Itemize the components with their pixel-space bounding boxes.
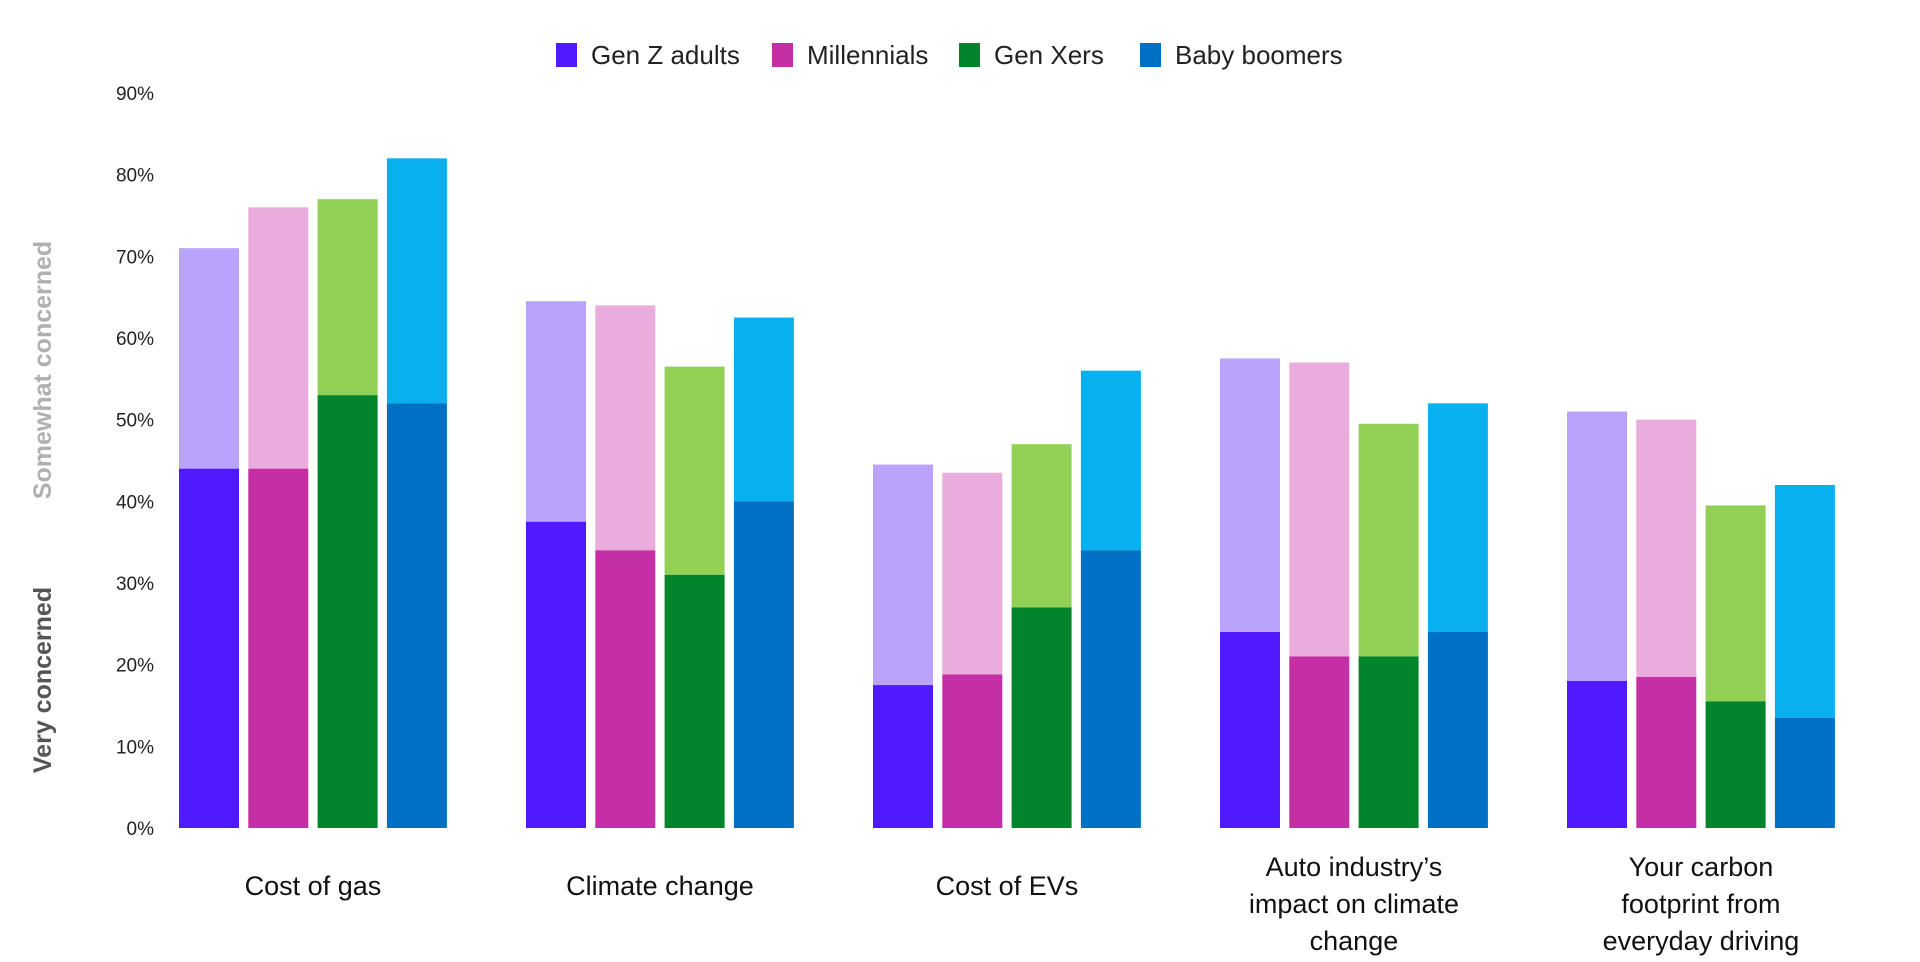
legend-swatch	[772, 43, 793, 67]
very-concerned-label: Very concerned	[29, 587, 57, 773]
bar-very-concerned	[248, 468, 309, 828]
bar-very-concerned	[873, 685, 933, 828]
y-tick-label: 70%	[116, 247, 154, 268]
bar-very-concerned	[179, 468, 239, 828]
bar-very-concerned	[1705, 701, 1766, 828]
bar-somewhat-concerned	[1011, 444, 1072, 608]
y-tick-label: 80%	[116, 166, 154, 187]
bar-very-concerned	[526, 521, 586, 828]
bar-very-concerned	[1774, 717, 1835, 828]
legend-label: Baby boomers	[1175, 40, 1343, 70]
bar-somewhat-concerned	[317, 199, 378, 396]
y-tick-label: 40%	[116, 492, 154, 513]
y-axis: 0% 10% 20% 30% 40% 50% 60% 70% 80% 90%	[116, 84, 154, 840]
y-tick-label: 0%	[127, 819, 155, 840]
y-tick-label: 30%	[116, 574, 154, 595]
x-axis: Cost of gas Climate change Cost of EVs Auto…	[245, 852, 1800, 956]
legend-swatch	[959, 43, 980, 67]
y-tick-label: 20%	[116, 656, 154, 677]
bar-very-concerned	[942, 674, 1003, 828]
bar-somewhat-concerned	[873, 464, 933, 686]
y-tick-label: 50%	[116, 411, 154, 432]
bar-very-concerned	[1636, 676, 1697, 828]
bar-very-concerned	[733, 501, 794, 828]
bar-very-concerned	[1080, 550, 1141, 828]
bar-somewhat-concerned	[526, 301, 586, 522]
category-label: Auto industry’s impact on climate change	[1249, 852, 1459, 956]
y-tick-label: 60%	[116, 329, 154, 350]
category-label: Your carbon footprint from everyday drivin…	[1603, 852, 1800, 956]
bar-very-concerned	[664, 574, 725, 828]
bar-somewhat-concerned	[1567, 411, 1627, 681]
category-label: Cost of EVs	[936, 871, 1079, 901]
bar-somewhat-concerned	[1427, 403, 1488, 632]
bar-somewhat-concerned	[1636, 419, 1697, 677]
bar-somewhat-concerned	[1289, 362, 1350, 657]
y-tick-label: 10%	[116, 737, 154, 758]
bar-somewhat-concerned	[1705, 505, 1766, 702]
bar-somewhat-concerned	[1774, 485, 1835, 718]
bar-very-concerned	[595, 550, 656, 828]
legend-swatch	[1140, 43, 1161, 67]
bar-somewhat-concerned	[595, 305, 656, 551]
bar-somewhat-concerned	[664, 366, 725, 575]
bar-somewhat-concerned	[1358, 423, 1419, 657]
legend: Gen Z adults Millennials Gen Xers Baby boom…	[556, 40, 1343, 70]
legend-swatch	[556, 43, 577, 67]
bars	[179, 158, 1835, 828]
bar-very-concerned	[1220, 632, 1280, 828]
legend-label: Gen Z adults	[591, 40, 740, 70]
bar-very-concerned	[1427, 632, 1488, 828]
bar-very-concerned	[1567, 681, 1627, 828]
bar-very-concerned	[1011, 607, 1072, 828]
category-label: Climate change	[566, 871, 754, 901]
bar-somewhat-concerned	[1220, 358, 1280, 632]
bar-somewhat-concerned	[733, 317, 794, 502]
y-tick-label: 90%	[116, 84, 154, 105]
bar-somewhat-concerned	[942, 472, 1003, 675]
bar-somewhat-concerned	[386, 158, 447, 404]
bar-somewhat-concerned	[179, 248, 239, 469]
legend-label: Gen Xers	[994, 40, 1104, 70]
bar-very-concerned	[317, 395, 378, 828]
category-label: Cost of gas	[245, 871, 382, 901]
bar-very-concerned	[386, 403, 447, 828]
bar-very-concerned	[1289, 656, 1350, 828]
legend-label: Millennials	[807, 40, 928, 70]
bar-somewhat-concerned	[248, 207, 309, 469]
bar-very-concerned	[1358, 656, 1419, 828]
bar-somewhat-concerned	[1080, 370, 1141, 551]
somewhat-concerned-label: Somewhat concerned	[29, 241, 57, 499]
